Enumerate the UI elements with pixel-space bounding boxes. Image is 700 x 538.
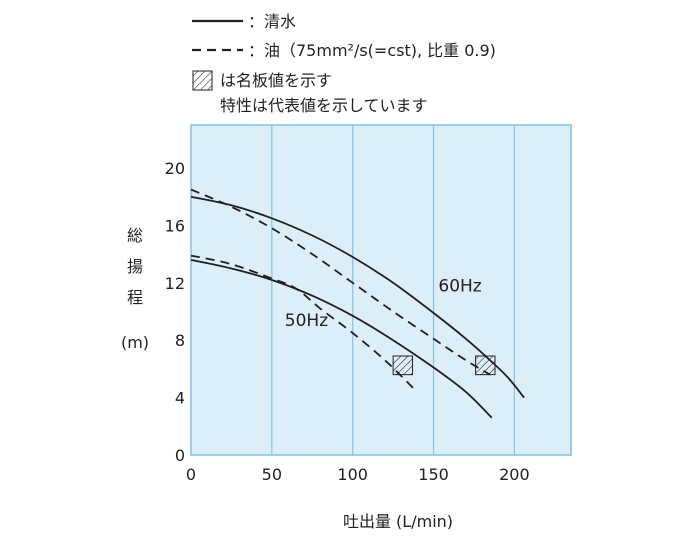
- x-axis-label: 吐出量 (L/min): [343, 512, 453, 531]
- series-label-50hz: 50Hz: [285, 311, 328, 331]
- series-label-60hz: 60Hz: [438, 276, 481, 296]
- curve-3-dashed: [190, 254, 415, 390]
- y-tick-label: 20: [165, 159, 185, 178]
- x-tick-labels: 0 50 100 150 200: [186, 465, 530, 484]
- legend-solid-label: ：清水: [248, 12, 296, 31]
- plot-area: [191, 125, 571, 455]
- y-tick-labels: 0 4 8 12 16 20: [165, 159, 185, 465]
- grid-lines: [271, 125, 516, 455]
- y-tick-label: 0: [175, 446, 185, 465]
- curves: [190, 188, 525, 419]
- series-labels: 60Hz 50Hz: [285, 276, 482, 330]
- legend: ：清水 ：油（75mm²/s(=cst), 比重 0.9) は名板値を示す 特性…: [192, 12, 496, 115]
- x-tick-label: 100: [337, 465, 368, 484]
- y-axis-label-char: 程: [127, 288, 143, 307]
- x-tick-label: 50: [262, 465, 282, 484]
- rated-point-box: [392, 355, 414, 376]
- chart-note: 特性は代表値を示しています: [220, 96, 428, 115]
- y-tick-label: 8: [175, 331, 185, 350]
- y-axis-label-char: 総: [127, 226, 143, 245]
- y-tick-label: 4: [175, 389, 185, 408]
- plot-frame: [190, 124, 572, 456]
- legend-dashed-label: ：油（75mm²/s(=cst), 比重 0.9): [248, 41, 496, 60]
- x-tick-label: 200: [499, 465, 530, 484]
- x-tick-label: 150: [418, 465, 449, 484]
- y-axis-label: 総揚程 (m): [121, 226, 149, 352]
- y-tick-label: 16: [165, 216, 185, 235]
- y-axis-label-char: 揚: [127, 257, 143, 276]
- x-tick-label: 0: [186, 465, 196, 484]
- y-axis-label-char: (m): [121, 333, 149, 352]
- y-tick-label: 12: [165, 274, 185, 293]
- curve-1-dashed: [190, 188, 491, 376]
- legend-hatch-label: は名板値を示す: [220, 71, 332, 90]
- legend-hatch-swatch: [192, 70, 213, 91]
- curve-0-solid: [190, 195, 525, 399]
- curve-2-solid: [190, 259, 493, 419]
